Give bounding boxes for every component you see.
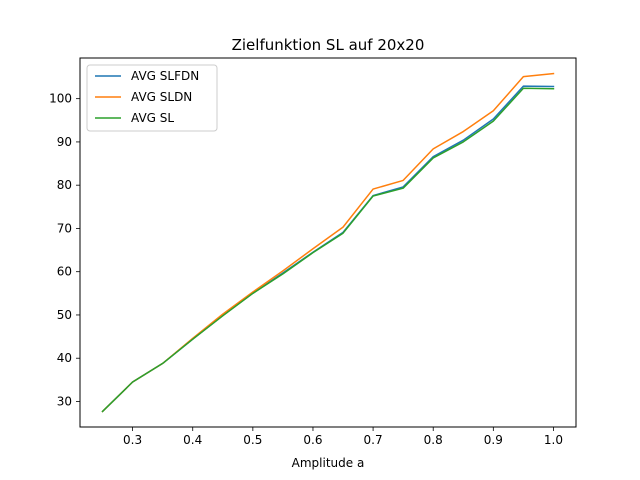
y-tick-label: 70: [57, 221, 72, 235]
y-tick-label: 80: [57, 178, 72, 192]
legend-entry: AVG SL: [131, 111, 174, 125]
x-axis-label: Amplitude a: [292, 456, 365, 470]
y-tick-label: 40: [57, 351, 72, 365]
x-tick-label: 0.5: [243, 433, 262, 447]
y-tick-label: 100: [49, 92, 72, 106]
series-line-3: [101, 87, 555, 413]
x-tick-label: 1.0: [544, 433, 563, 447]
y-tick-label: 30: [57, 394, 72, 408]
x-tick-label: 0.4: [183, 433, 202, 447]
y-tick-label: 60: [57, 265, 72, 279]
legend-entry: AVG SLFDN: [131, 69, 199, 83]
series-layer: [101, 72, 555, 413]
legend-box: [86, 64, 218, 132]
plot-frame: [79, 57, 577, 428]
legend-entry: AVG SLDN: [131, 90, 192, 104]
x-tick-label: 0.8: [424, 433, 443, 447]
x-axis: 0.3 0.4 0.5 0.6 0.7 0.8 0.9 1.0: [123, 427, 563, 447]
y-axis: 30 40 50 60 70 80 90 100: [49, 92, 80, 408]
y-tick-label: 50: [57, 308, 72, 322]
chart-title: Zielfunktion SL auf 20x20: [232, 36, 425, 54]
x-tick-label: 0.9: [484, 433, 503, 447]
legend: AVG SLFDN AVG SLDN AVG SL: [86, 64, 218, 132]
y-tick-label: 90: [57, 135, 72, 149]
x-tick-label: 0.6: [303, 433, 322, 447]
x-tick-label: 0.7: [364, 433, 383, 447]
x-tick-label: 0.3: [123, 433, 142, 447]
